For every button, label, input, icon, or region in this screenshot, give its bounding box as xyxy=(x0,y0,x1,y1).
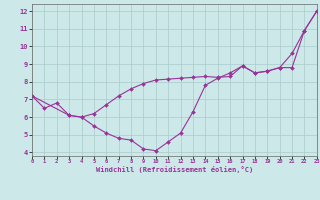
X-axis label: Windchill (Refroidissement éolien,°C): Windchill (Refroidissement éolien,°C) xyxy=(96,166,253,173)
